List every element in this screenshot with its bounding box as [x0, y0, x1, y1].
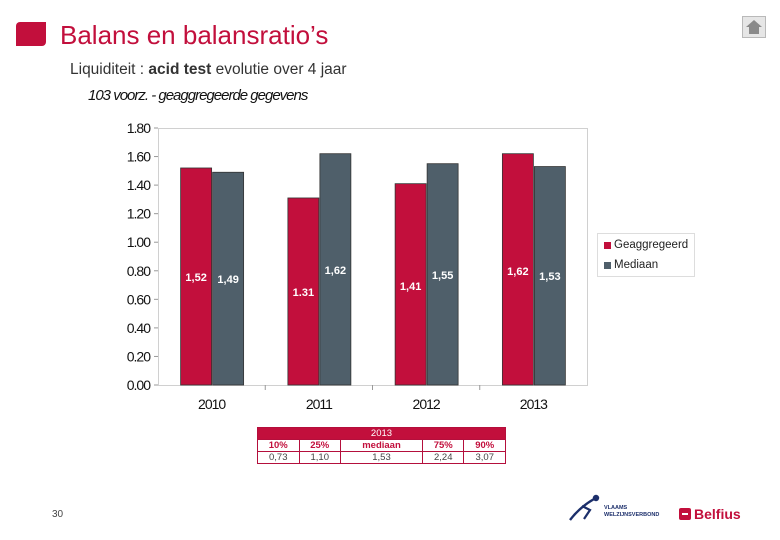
- belfius-logo-icon: [679, 508, 691, 520]
- data-label: 1,41: [400, 281, 421, 293]
- slide-subtitle: Liquiditeit : acid test evolutie over 4 …: [70, 61, 347, 79]
- data-label: 1,62: [507, 266, 528, 278]
- legend-swatch-mediaan: [604, 261, 611, 269]
- y-tick-label: 1.60: [127, 149, 151, 165]
- x-tick-label: 2010: [198, 396, 226, 412]
- percentile-header: 25%: [298, 439, 341, 452]
- data-label: 1,52: [185, 272, 206, 284]
- belfius-logo-text: Belfius: [694, 506, 741, 522]
- legend-label-geaggregeerd: Geaggregeerd: [614, 239, 689, 251]
- legend-swatch-geaggregeerd: [604, 241, 611, 249]
- y-tick-label: 0.00: [127, 377, 151, 393]
- page-number: 30: [52, 509, 64, 520]
- data-label: 1,55: [432, 270, 453, 282]
- percentile-header: 75%: [421, 439, 465, 452]
- title-marker: [16, 22, 46, 46]
- slide-title: Balans en balansratio’s: [60, 20, 329, 50]
- subtitle-bold: acid test: [148, 61, 212, 78]
- percentile-value: 1,10: [298, 451, 341, 464]
- data-label: 1,53: [539, 271, 560, 283]
- bar-geaggregeerd: [180, 167, 213, 386]
- y-tick-label: 1.40: [127, 177, 151, 193]
- x-tick-label: 2013: [520, 396, 548, 412]
- vvsg-line1: VLAAMS: [604, 505, 628, 511]
- x-tick-label: 2012: [413, 396, 441, 412]
- percentile-header: 10%: [257, 439, 300, 452]
- x-tick-label: 2011: [306, 396, 333, 412]
- chart-title: 103 voorz. - geaggregeerde gegevens: [88, 87, 308, 104]
- data-label: 1.31: [293, 287, 314, 299]
- percentile-table: 2013 10% 25% mediaan 75% 90% 0,73 1,10 1…: [257, 427, 506, 464]
- percentile-value: 1,53: [340, 451, 423, 464]
- bar-mediaan: [319, 153, 352, 386]
- home-button[interactable]: [742, 16, 766, 38]
- y-tick-label: 1.80: [127, 120, 151, 136]
- data-label: 1,49: [217, 274, 238, 286]
- percentile-value: 2,24: [421, 451, 465, 464]
- bar-geaggregeerd: [501, 153, 534, 386]
- y-tick-label: 1.00: [127, 234, 151, 250]
- percentile-year: 2013: [257, 427, 506, 440]
- percentile-value: 3,07: [463, 451, 506, 464]
- legend-item-mediaan: Mediaan: [604, 256, 694, 274]
- y-tick-label: 0.20: [127, 348, 151, 364]
- y-tick-label: 0.40: [127, 320, 151, 336]
- y-tick-label: 0.80: [127, 263, 151, 279]
- vvsg-line2: WELZIJNSVERBOND: [604, 512, 660, 518]
- bar-mediaan: [212, 171, 245, 386]
- subtitle-prefix: Liquiditeit :: [70, 61, 149, 78]
- data-label: 1,62: [325, 265, 346, 277]
- belfius-logo: Belfius: [679, 506, 741, 522]
- bar-mediaan: [426, 163, 459, 386]
- vvsg-logo-text: VLAAMS WELZIJNSVERBOND: [604, 505, 659, 519]
- y-tick-label: 1.20: [127, 206, 151, 222]
- legend-item-geaggregeerd: Geaggregeerd: [604, 236, 694, 254]
- y-tick-label: 0.60: [127, 291, 151, 307]
- percentile-year-row: 2013: [257, 427, 506, 440]
- home-icon: [746, 20, 762, 34]
- bar-mediaan: [533, 166, 566, 386]
- percentile-header: 90%: [463, 439, 506, 452]
- percentile-value: 0,73: [257, 451, 300, 464]
- bar-geaggregeerd: [287, 197, 320, 386]
- percentile-header: mediaan: [340, 439, 423, 452]
- percentile-header-row: 10% 25% mediaan 75% 90%: [257, 439, 506, 452]
- legend-label-mediaan: Mediaan: [614, 259, 659, 271]
- bar-geaggregeerd: [394, 183, 427, 386]
- subtitle-suffix: evolutie over 4 jaar: [211, 61, 347, 78]
- percentile-value-row: 0,73 1,10 1,53 2,24 3,07: [257, 451, 506, 464]
- chart-legend: Geaggregeerd Mediaan: [597, 233, 695, 277]
- vvsg-logo-icon: [569, 494, 600, 521]
